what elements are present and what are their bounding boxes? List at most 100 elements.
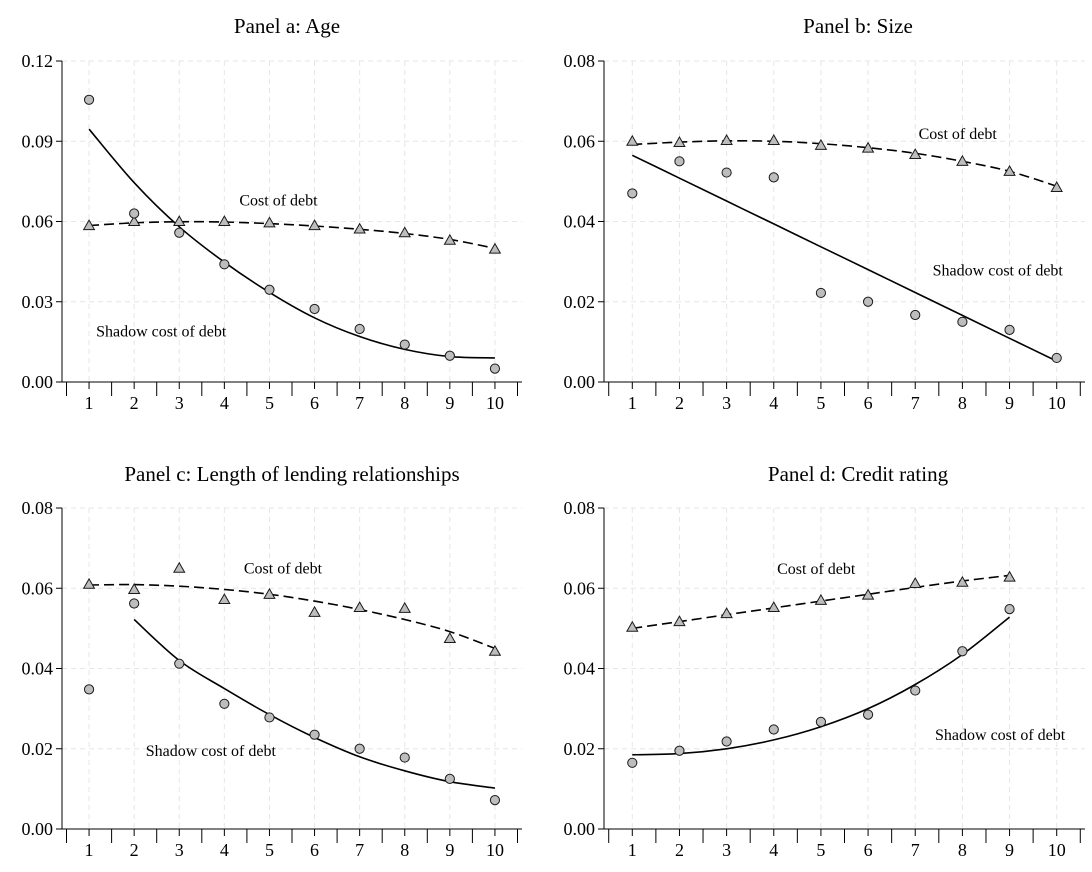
data-point-shadow-cost [768,724,779,735]
data-point-cost-of-debt [443,233,457,245]
data-point-shadow-cost [862,709,874,720]
series-annotation: Cost of debt [244,560,323,577]
x-tick-label: 7 [355,393,364,413]
data-point-cost-of-debt [626,620,639,632]
y-tick-label: 0.04 [564,659,596,679]
y-tick-label: 0.06 [22,578,54,598]
data-point-shadow-cost [910,685,921,696]
x-tick-label: 6 [310,393,319,413]
x-tick-label: 3 [722,393,731,413]
data-point-shadow-cost [354,323,365,335]
y-tick-label: 0.06 [564,578,596,598]
fit-line-shadow-cost-of-debt [631,154,1058,362]
x-tick-label: 10 [1048,840,1066,860]
x-tick-label: 2 [130,840,139,860]
chart-title: Panel a: Age [234,14,340,38]
x-tick-label: 1 [85,393,94,413]
data-point-cost-of-debt [908,148,922,160]
y-tick-label: 0.04 [22,659,54,679]
data-point-shadow-cost [627,188,638,199]
data-point-shadow-cost [399,339,410,350]
data-point-shadow-cost [444,773,455,784]
x-tick-label: 8 [958,840,967,860]
chart-title: Panel c: Length of lending relationships [124,462,459,486]
x-tick-label: 9 [445,840,454,860]
data-point-cost-of-debt [218,593,231,605]
data-point-cost-of-debt [443,631,457,643]
data-point-cost-of-debt [908,577,922,588]
x-tick-label: 9 [1005,840,1014,860]
data-point-cost-of-debt [956,154,969,166]
y-tick-label: 0.12 [22,51,54,71]
chart-title: Panel d: Credit rating [768,462,949,486]
series-annotation: Shadow cost of debt [933,263,1064,280]
data-point-shadow-cost [957,646,968,657]
fit-line-cost-of-debt [632,139,1057,187]
y-tick-label: 0.06 [564,131,596,151]
data-point-shadow-cost [910,309,921,321]
data-point-shadow-cost [83,94,95,105]
x-tick-label: 3 [175,393,184,413]
data-point-shadow-cost [1004,604,1015,615]
y-tick-label: 0.06 [22,212,54,232]
x-tick-label: 10 [486,393,504,413]
y-tick-label: 0.02 [564,739,596,759]
data-point-shadow-cost [129,208,140,219]
data-point-cost-of-debt [1003,164,1016,176]
data-point-cost-of-debt [308,605,321,617]
data-point-shadow-cost [627,757,638,768]
data-point-cost-of-debt [218,215,231,227]
data-point-shadow-cost [219,698,230,709]
chart-panel-2: Panel b: Size 0.00 0.02 0.04 0.06 0.08 1 2 3 4 5 6 7… [564,14,1085,413]
data-point-cost-of-debt [172,561,186,573]
data-point-cost-of-debt [488,242,502,254]
fit-line-shadow-cost-of-debt [88,128,495,359]
data-point-shadow-cost [309,303,320,315]
y-tick-label: 0.09 [22,131,54,151]
data-point-shadow-cost [1004,324,1015,335]
chart-title: Panel b: Size [803,14,913,38]
chart-panel-1: Panel a: Age 0.00 0.03 0.06 0.09 0.12 1 2 3 4 5 6 7 8… [22,14,522,413]
y-tick-label: 0.04 [564,212,596,232]
data-point-shadow-cost [957,316,968,327]
data-point-shadow-cost [674,156,685,167]
x-tick-label: 3 [175,840,184,860]
data-point-shadow-cost [174,658,185,669]
data-point-cost-of-debt [767,601,781,613]
data-point-shadow-cost [129,598,140,609]
y-tick-label: 0.00 [564,372,596,392]
x-tick-label: 1 [628,393,637,413]
data-point-shadow-cost [674,745,685,756]
x-tick-label: 8 [400,393,409,413]
data-point-cost-of-debt [814,138,828,150]
data-point-cost-of-debt [626,134,639,146]
x-tick-label: 6 [864,840,873,860]
x-tick-label: 5 [816,840,825,860]
data-point-cost-of-debt [1050,180,1063,192]
x-tick-label: 8 [400,840,409,860]
fit-line-cost-of-debt [89,220,496,250]
x-tick-label: 10 [486,840,504,860]
data-point-cost-of-debt [861,141,875,153]
x-tick-label: 5 [265,840,274,860]
x-tick-label: 7 [911,840,920,860]
x-tick-label: 7 [911,393,920,413]
data-point-shadow-cost [309,729,320,740]
data-point-shadow-cost [174,227,185,238]
chart-panel-4: Panel d: Credit rating 0.00 0.02 0.04 0.06 0.… [564,462,1085,860]
series-annotation: Cost of debt [919,126,998,143]
data-point-cost-of-debt [263,216,276,228]
x-tick-label: 9 [1005,393,1014,413]
y-tick-label: 0.00 [22,372,54,392]
x-tick-label: 4 [769,393,778,413]
data-point-cost-of-debt [82,577,96,589]
data-point-shadow-cost [721,736,732,747]
series-annotation: Cost of debt [239,192,318,209]
fit-line-cost-of-debt [89,583,496,650]
y-tick-label: 0.00 [564,819,596,839]
data-point-shadow-cost [399,752,410,763]
x-tick-label: 2 [130,393,139,413]
data-point-cost-of-debt [263,587,276,599]
